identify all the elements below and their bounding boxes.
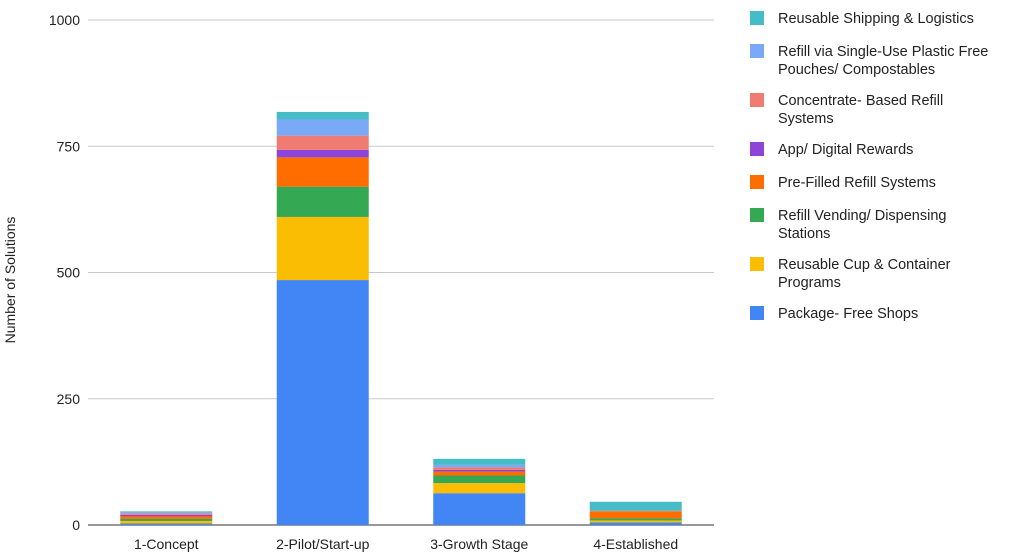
bar-segment [276, 280, 369, 525]
bar-segment [589, 518, 682, 521]
bar-segment [120, 516, 213, 519]
legend-label: Refill Vending/ Dispensing [778, 208, 946, 224]
bars [120, 111, 682, 525]
bar-segment [120, 513, 213, 515]
bar-segment [433, 471, 526, 476]
bar-segment [589, 522, 682, 525]
legend-swatch [750, 93, 764, 107]
legend-label: Reusable Shipping & Logistics [778, 11, 974, 27]
bar-segment [276, 149, 369, 158]
legend-swatch [750, 208, 764, 222]
y-tick-label: 1000 [49, 12, 80, 28]
legend-swatch [750, 175, 764, 189]
legend-swatch [750, 142, 764, 156]
bar-segment [276, 111, 369, 120]
bar-segment [276, 157, 369, 187]
bar-segment [433, 469, 526, 472]
bar-segment [589, 510, 682, 512]
legend-swatch [750, 44, 764, 58]
legend-label: Pouches/ Compostables [778, 62, 935, 78]
legend-label: Systems [778, 111, 834, 127]
bar-segment [120, 514, 213, 517]
bar-segment [433, 493, 526, 525]
grid-lines [88, 19, 714, 526]
legend-label: Concentrate- Based Refill [778, 93, 943, 109]
y-axis-label: Number of Solutions [2, 217, 18, 344]
x-axis-ticks: 1-Concept 2-Pilot/Start-up 3-Growth Stage 4… [134, 536, 678, 552]
bar-segment [120, 518, 213, 521]
x-tick-label: 4-Established [593, 536, 678, 552]
bar-segment [589, 511, 682, 519]
legend-label: Package- Free Shops [778, 306, 918, 322]
y-tick-label: 0 [72, 517, 80, 533]
bar-segment [433, 467, 526, 470]
bar-segment [433, 475, 526, 484]
bar-segment [433, 458, 526, 465]
legend: Reusable Shipping & Logistics Refill via … [750, 11, 988, 322]
bar-segment [120, 520, 213, 524]
bar-segment [120, 511, 213, 513]
bar-segment [276, 186, 369, 217]
x-tick-label: 2-Pilot/Start-up [276, 536, 370, 552]
x-tick-label: 1-Concept [134, 536, 199, 552]
legend-swatch [750, 306, 764, 320]
y-tick-label: 750 [57, 138, 81, 154]
legend-label: App/ Digital Rewards [778, 142, 913, 158]
bar-segment [120, 512, 213, 514]
bar-segment [589, 501, 682, 511]
x-tick-label: 3-Growth Stage [430, 536, 528, 552]
bar-segment [120, 523, 213, 525]
legend-label: Pre-Filled Refill Systems [778, 175, 936, 191]
legend-label: Refill via Single-Use Plastic Free [778, 44, 988, 60]
bar-segment [276, 119, 369, 136]
bar-segment [276, 135, 369, 150]
bar-segment [433, 483, 526, 494]
y-tick-label: 500 [57, 265, 81, 281]
legend-label: Stations [778, 226, 830, 242]
bar-segment [589, 520, 682, 523]
legend-label: Reusable Cup & Container [778, 257, 951, 273]
legend-swatch [750, 11, 764, 25]
y-tick-label: 250 [57, 391, 81, 407]
bar-segment [433, 464, 526, 468]
legend-label: Programs [778, 275, 841, 291]
y-axis-ticks: 0 250 500 750 1000 [49, 12, 80, 533]
bar-segment [276, 216, 369, 281]
legend-swatch [750, 257, 764, 271]
